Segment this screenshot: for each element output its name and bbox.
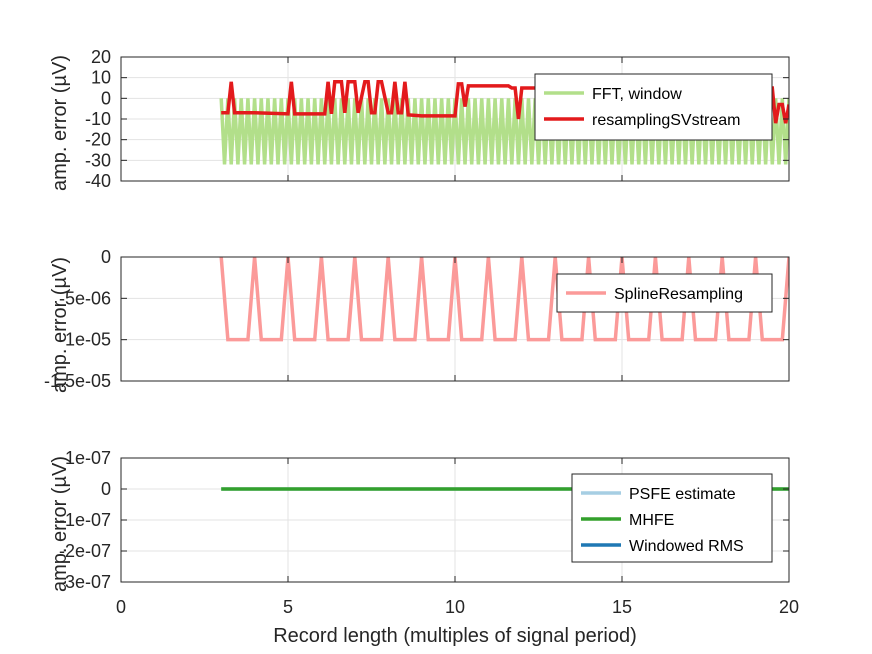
x-tick-label: 5 — [283, 597, 293, 617]
y-tick-label: 0 — [101, 247, 111, 267]
legend: SplineResampling — [556, 273, 773, 313]
legend-entry: SplineResampling — [614, 286, 743, 303]
y-axis-label: amp. error (µV) — [49, 55, 71, 191]
y-tick-label: -1e-05 — [59, 330, 111, 350]
x-tick-label: 10 — [445, 597, 465, 617]
x-tick-label: 20 — [779, 597, 799, 617]
x-tick-label: 15 — [612, 597, 632, 617]
legend-entry: FFT, window — [592, 86, 682, 103]
y-tick-label: 10 — [91, 68, 111, 88]
x-tick-label: 0 — [116, 597, 126, 617]
y-tick-label: -1e-07 — [59, 510, 111, 530]
x-axis-label: Record length (multiples of signal perio… — [273, 625, 637, 647]
y-tick-label: -1.5e-05 — [44, 371, 111, 391]
y-tick-label: -20 — [85, 130, 111, 150]
y-tick-label: -10 — [85, 109, 111, 129]
y-tick-label: -5e-06 — [59, 288, 111, 308]
y-tick-label: -40 — [85, 171, 111, 191]
legend-box — [571, 473, 773, 563]
y-axis-label: amp. error (µV) — [49, 257, 71, 393]
legend-entry: MHFE — [629, 512, 674, 529]
y-tick-label: -3e-07 — [59, 572, 111, 592]
y-tick-label: 20 — [91, 47, 111, 67]
y-axis-label: amp. error (µV) — [49, 456, 71, 592]
legend-entry: Windowed RMS — [629, 538, 744, 555]
y-tick-label: -30 — [85, 150, 111, 170]
legend-entry: resamplingSVstream — [592, 112, 741, 129]
y-tick-label: 0 — [101, 88, 111, 108]
y-tick-label: -2e-07 — [59, 541, 111, 561]
y-tick-label: 0 — [101, 479, 111, 499]
legend-entry: PSFE estimate — [629, 486, 736, 503]
legend: PSFE estimate MHFE Windowed RMS — [571, 473, 773, 563]
legend: FFT, window resamplingSVstream — [534, 73, 773, 141]
y-tick-label: 1e-07 — [65, 448, 111, 468]
legend-box — [534, 73, 773, 141]
